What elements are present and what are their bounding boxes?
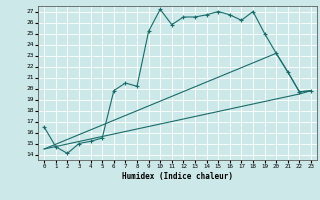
X-axis label: Humidex (Indice chaleur): Humidex (Indice chaleur) <box>122 172 233 181</box>
